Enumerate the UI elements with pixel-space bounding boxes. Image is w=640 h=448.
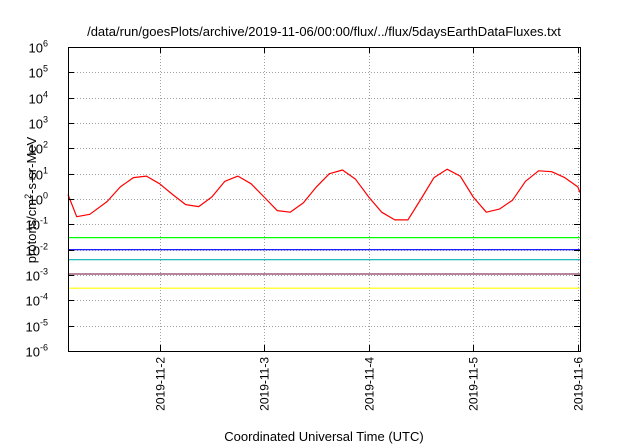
y-tick-base: 10 (26, 218, 40, 233)
y-tick-exponent: 0 (43, 191, 48, 201)
y-tick-label: 10-5 (26, 318, 48, 335)
y-tick-label: 10-2 (26, 242, 48, 259)
y-tick-exponent: 6 (43, 39, 48, 49)
y-tick-exponent: 1 (43, 166, 48, 176)
y-axis-title-prefix: protons/cm (24, 199, 39, 263)
y-tick-base: 10 (26, 320, 40, 335)
y-tick-exponent: -1 (40, 216, 48, 226)
y-axis-title-suffix: -s-sr-MeV (24, 136, 39, 193)
y-tick-exponent: -6 (40, 343, 48, 353)
y-tick-label: 10-3 (26, 267, 48, 284)
series-layer (67, 168, 581, 289)
chart-title: /data/run/goesPlots/archive/2019-11-06/0… (87, 24, 561, 39)
y-axis-title-sup: 2 (23, 194, 33, 199)
y-tick-exponent: 2 (43, 140, 48, 150)
y-tick-base: 10 (29, 193, 43, 208)
x-tick-label: 2019-11-5 (467, 357, 481, 411)
y-tick-base: 10 (29, 117, 43, 132)
y-tick-label: 104 (29, 90, 48, 107)
y-tick-exponent: 5 (43, 64, 48, 74)
grid (68, 47, 580, 351)
y-tick-base: 10 (29, 66, 43, 81)
y-axis-title: protons/cm2-s-sr-MeV (23, 136, 39, 263)
y-tick-exponent: -2 (40, 242, 48, 252)
y-tick-base: 10 (29, 168, 43, 183)
y-axis: 10-610-510-410-310-210-11001011021031041… (26, 39, 580, 360)
y-tick-label: 101 (29, 166, 48, 183)
x-axis: 2019-11-2 2019-11-3 2019-11-4 2019-11-5 2019… (154, 47, 586, 411)
x-tick-label: 2019-11-2 (154, 357, 168, 411)
y-tick-exponent: -5 (40, 318, 48, 328)
x-tick-label: 2019-11-6 (572, 357, 586, 411)
y-tick-label: 10-4 (26, 292, 48, 309)
x-axis-title: Coordinated Universal Time (UTC) (224, 429, 423, 444)
y-tick-label: 106 (29, 39, 48, 56)
y-tick-base: 10 (26, 345, 40, 360)
y-tick-base: 10 (29, 92, 43, 107)
y-tick-base: 10 (26, 294, 40, 309)
y-tick-exponent: -3 (40, 267, 48, 277)
y-tick-base: 10 (29, 41, 43, 56)
y-tick-base: 10 (26, 269, 40, 284)
y-tick-label: 100 (29, 191, 48, 208)
y-tick-label: 102 (29, 140, 48, 157)
y-tick-exponent: -4 (40, 292, 48, 302)
series-line-0 (67, 168, 581, 221)
y-tick-label: 10-6 (26, 343, 48, 360)
y-tick-base: 10 (29, 142, 43, 157)
y-tick-exponent: 4 (43, 90, 48, 100)
y-tick-label: 105 (29, 64, 48, 81)
y-tick-label: 10-1 (26, 216, 48, 233)
y-tick-label: 103 (29, 115, 48, 132)
x-tick-label: 2019-11-3 (258, 357, 272, 411)
x-tick-label: 2019-11-4 (363, 357, 377, 411)
y-tick-base: 10 (26, 244, 40, 259)
y-tick-exponent: 3 (43, 115, 48, 125)
